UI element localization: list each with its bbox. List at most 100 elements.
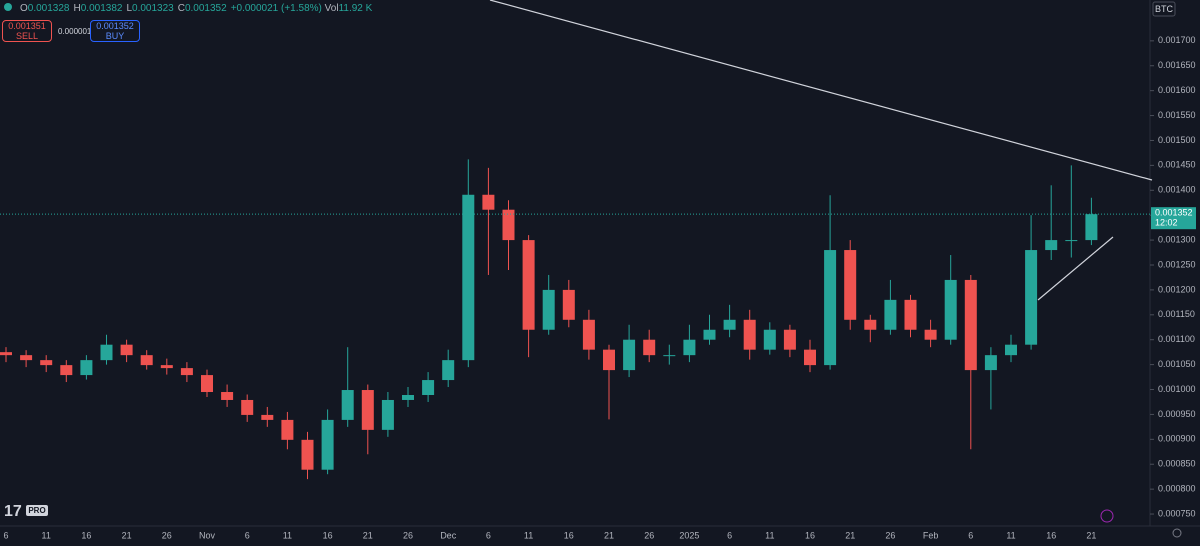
candle-body [281, 419, 294, 440]
y-tick-label: 0.001150 [1158, 309, 1195, 319]
x-tick-label: 21 [363, 530, 373, 540]
candle-body [1045, 240, 1058, 251]
x-tick-label: 16 [805, 530, 815, 540]
candle-body [261, 414, 274, 420]
trend-line [489, 0, 1153, 181]
y-tick-label: 0.001100 [1158, 334, 1195, 344]
logo-mark: 17 [4, 503, 22, 520]
change: +0.000021 (+1.58%) [230, 3, 322, 14]
ohlc-label: L [126, 3, 133, 14]
ohlc-header: O0.001328 H0.001382 L0.001323 C0.001352 +0.0… [4, 3, 372, 14]
candle-body [804, 349, 816, 366]
volume-label: Vol [324, 3, 339, 14]
y-tick-label: 0.001500 [1158, 135, 1196, 145]
sell-label: SELL [15, 31, 39, 41]
x-tick-label: 26 [162, 530, 172, 540]
x-tick-label: 16 [1046, 530, 1056, 540]
candle-body [40, 360, 53, 366]
x-tick-label: 11 [765, 530, 774, 540]
x-tick-label: 21 [845, 530, 855, 540]
trend-line [1037, 236, 1114, 301]
ohlc-value: 0.001352 [184, 3, 227, 14]
y-tick-label: 0.001250 [1158, 259, 1196, 269]
candle-body [180, 368, 193, 376]
candle-body [482, 194, 495, 210]
candle-body [783, 329, 796, 350]
x-tick-label: 21 [122, 530, 132, 540]
candle-body [120, 344, 133, 356]
x-tick-label: Nov [199, 530, 216, 540]
y-tick-label: 0.001050 [1158, 359, 1196, 369]
candle-body [20, 355, 33, 361]
candle-body [562, 289, 575, 320]
logo-badge [26, 505, 48, 516]
y-tick-label: 0.000950 [1158, 409, 1196, 419]
y-tick-label: 0.001700 [1158, 35, 1196, 45]
currency-box[interactable] [1152, 1, 1176, 17]
candle-body [462, 194, 475, 361]
candle-body [301, 439, 314, 470]
y-tick-label: 0.000850 [1158, 459, 1196, 469]
candle-body [361, 390, 374, 430]
candle-body [743, 319, 756, 350]
candle-body [924, 329, 937, 340]
y-tick-label: 0.001200 [1158, 284, 1196, 294]
ohlc-label: C [177, 3, 185, 14]
buy-price: 0.001352 [96, 21, 134, 31]
x-tick-label: 26 [644, 530, 654, 540]
x-tick-label: Dec [440, 530, 457, 540]
candle-body [1005, 344, 1017, 356]
ohlc: O0.001328 H0.001382 L0.001323 C0.001352 [20, 3, 231, 14]
x-tick-label: 26 [403, 530, 413, 540]
candle-body [1065, 240, 1078, 242]
candle-body [422, 380, 435, 395]
last-price-box [1151, 207, 1196, 230]
x-tick-label: 21 [1086, 530, 1096, 540]
candle-body [402, 394, 414, 400]
y-tick-label: 0.001650 [1158, 60, 1196, 70]
candle-body [723, 319, 736, 330]
candle-body [824, 250, 837, 366]
last-price: 0.001352 [1155, 208, 1193, 218]
settings-icon[interactable] [1172, 528, 1182, 538]
candle-body [542, 289, 555, 330]
candle-body [100, 344, 113, 361]
y-tick-label: 0.001400 [1158, 185, 1196, 195]
candle-body [0, 352, 12, 356]
candle-body [321, 419, 334, 470]
bolt-icon[interactable] [1100, 509, 1114, 523]
candle-body [904, 299, 917, 330]
countdown: 12:02 [1155, 218, 1178, 228]
candle-body [884, 299, 897, 330]
candle-body [844, 250, 857, 320]
candle-body [703, 329, 716, 340]
candle-body [683, 339, 696, 356]
candle-body [643, 339, 656, 356]
candle-body [964, 279, 977, 371]
sell-button[interactable]: 0.001351 SELL [2, 20, 52, 42]
x-tick-label: 26 [885, 530, 895, 540]
candle-body [80, 360, 93, 376]
candle-body [522, 240, 535, 330]
ohlc-label: H [73, 3, 81, 14]
x-tick-label: 6 [727, 530, 732, 540]
candle-body [1085, 214, 1098, 241]
y-tick-label: 0.001000 [1158, 384, 1196, 394]
x-tick-label: 11 [524, 530, 533, 540]
x-tick-label: 16 [564, 530, 574, 540]
y-tick-label: 0.000750 [1158, 508, 1196, 518]
x-tick-label: 6 [486, 530, 491, 540]
candle-body [60, 365, 73, 376]
x-tick-label: 11 [42, 530, 51, 540]
candle-body [663, 355, 676, 357]
x-tick-label: 11 [1006, 530, 1015, 540]
candle-body [160, 365, 173, 369]
status-dot [4, 3, 12, 11]
candle-body [201, 375, 213, 393]
candle-body [984, 355, 997, 371]
x-tick-label: Feb [923, 530, 939, 540]
buy-button[interactable]: 0.001352 BUY [90, 20, 140, 42]
candle-body [502, 209, 515, 241]
